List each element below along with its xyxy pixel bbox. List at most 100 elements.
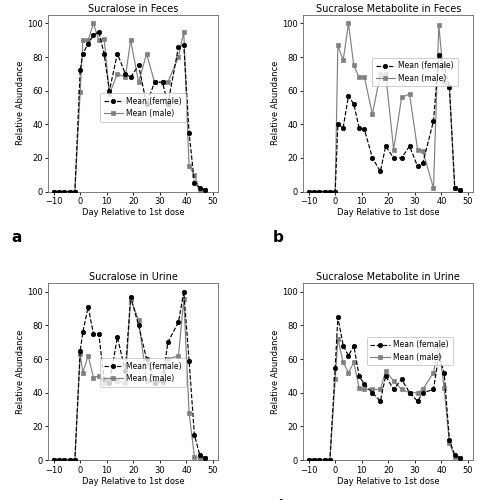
Mean (female)	[176, 319, 182, 325]
Mean (male)	[176, 352, 182, 358]
Title: Sucralose in Feces: Sucralose in Feces	[88, 4, 179, 14]
Line: Mean (female): Mean (female)	[51, 290, 207, 462]
Mean (female)	[61, 457, 67, 463]
Mean (female)	[399, 155, 405, 161]
Mean (male)	[351, 360, 356, 366]
Mean (female)	[123, 71, 128, 77]
Mean (female)	[306, 457, 312, 463]
Mean (male)	[332, 188, 338, 194]
Mean (male)	[91, 20, 97, 26]
Mean (male)	[399, 386, 405, 392]
Mean (female)	[332, 364, 338, 370]
Mean (male)	[311, 457, 317, 463]
Mean (male)	[72, 188, 78, 194]
Mean (male)	[186, 410, 192, 416]
Mean (male)	[361, 386, 368, 392]
Mean (male)	[383, 368, 389, 374]
Mean (male)	[420, 148, 426, 154]
Mean (female)	[165, 101, 171, 107]
Mean (male)	[452, 185, 458, 191]
Mean (female)	[91, 331, 97, 337]
Mean (male)	[80, 37, 86, 43]
Mean (female)	[165, 340, 171, 345]
Text: d: d	[273, 499, 284, 500]
Mean (male)	[202, 187, 208, 193]
Mean (male)	[356, 384, 362, 390]
Mean (female)	[56, 188, 62, 194]
Mean (male)	[96, 37, 101, 43]
Mean (male)	[128, 37, 133, 43]
Text: b: b	[273, 230, 284, 246]
Mean (female)	[181, 289, 186, 295]
Mean (female)	[85, 304, 91, 310]
Mean (male)	[181, 29, 186, 35]
X-axis label: Day Relative to 1st dose: Day Relative to 1st dose	[337, 208, 440, 217]
Mean (female)	[452, 452, 458, 458]
Mean (male)	[80, 370, 86, 376]
Mean (female)	[202, 187, 208, 193]
Mean (male)	[441, 384, 447, 390]
Mean (male)	[67, 188, 72, 194]
Mean (male)	[332, 376, 338, 382]
Mean (female)	[136, 62, 142, 68]
Mean (female)	[361, 382, 368, 388]
Mean (male)	[322, 457, 327, 463]
Mean (female)	[452, 185, 458, 191]
Mean (male)	[446, 440, 452, 446]
Mean (female)	[441, 370, 447, 376]
Mean (male)	[106, 91, 112, 97]
Mean (female)	[85, 40, 91, 46]
Mean (male)	[191, 454, 197, 460]
Mean (female)	[322, 457, 327, 463]
Mean (male)	[351, 62, 356, 68]
Mean (female)	[114, 50, 120, 56]
Mean (female)	[414, 164, 420, 170]
Text: c: c	[11, 499, 20, 500]
X-axis label: Day Relative to 1st dose: Day Relative to 1st dose	[82, 476, 185, 486]
Y-axis label: Relative Abundance: Relative Abundance	[16, 61, 25, 146]
Mean (female)	[327, 188, 333, 194]
Mean (female)	[80, 329, 86, 335]
Title: Sucralose Metabolite in Feces: Sucralose Metabolite in Feces	[316, 4, 461, 14]
Mean (male)	[101, 36, 107, 42]
Mean (male)	[420, 386, 426, 392]
Mean (male)	[123, 380, 128, 386]
Line: Mean (female): Mean (female)	[306, 53, 462, 194]
Mean (female)	[431, 386, 437, 392]
Legend: Mean (female), Mean (male): Mean (female), Mean (male)	[372, 58, 458, 86]
Mean (female)	[383, 373, 389, 379]
Mean (male)	[399, 94, 405, 100]
Mean (male)	[152, 378, 157, 384]
Mean (female)	[91, 32, 97, 38]
Mean (female)	[181, 42, 186, 48]
Mean (male)	[96, 373, 101, 379]
Mean (male)	[197, 456, 202, 462]
Mean (male)	[91, 374, 97, 380]
Mean (female)	[369, 390, 375, 396]
Mean (male)	[391, 378, 397, 384]
Mean (male)	[369, 386, 375, 392]
Mean (female)	[114, 334, 120, 340]
Mean (male)	[335, 42, 341, 48]
Text: a: a	[11, 230, 21, 246]
Mean (female)	[136, 322, 142, 328]
Mean (male)	[431, 370, 437, 376]
Mean (female)	[96, 29, 101, 35]
Y-axis label: Relative Abundance: Relative Abundance	[271, 330, 280, 414]
Mean (male)	[327, 457, 333, 463]
X-axis label: Day Relative to 1st dose: Day Relative to 1st dose	[337, 476, 440, 486]
Mean (female)	[446, 84, 452, 90]
Mean (female)	[186, 358, 192, 364]
Mean (male)	[136, 80, 142, 86]
Mean (female)	[316, 457, 322, 463]
Mean (female)	[407, 390, 412, 396]
Mean (female)	[77, 68, 83, 73]
Line: Mean (female): Mean (female)	[51, 30, 207, 194]
Mean (female)	[101, 50, 107, 56]
Mean (female)	[96, 331, 101, 337]
Line: Mean (male): Mean (male)	[51, 296, 207, 462]
Mean (female)	[346, 352, 352, 358]
Mean (female)	[197, 452, 202, 458]
Mean (female)	[420, 390, 426, 396]
Mean (female)	[143, 101, 149, 107]
